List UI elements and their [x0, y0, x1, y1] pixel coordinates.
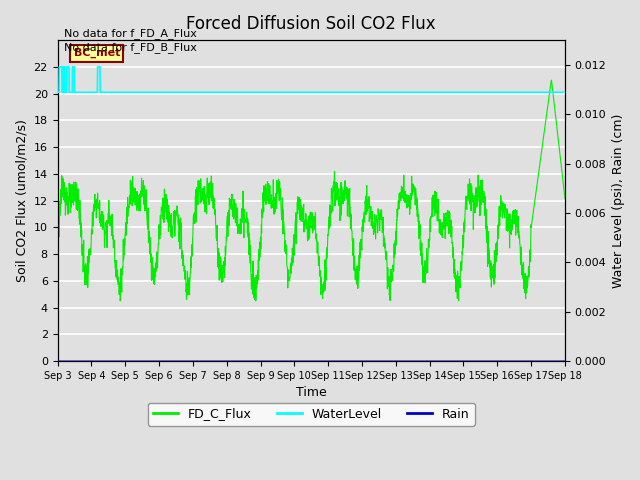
- Title: Forced Diffusion Soil CO2 Flux: Forced Diffusion Soil CO2 Flux: [186, 15, 436, 33]
- Legend: FD_C_Flux, WaterLevel, Rain: FD_C_Flux, WaterLevel, Rain: [148, 403, 475, 425]
- Text: No data for f_FD_B_Flux: No data for f_FD_B_Flux: [64, 42, 197, 53]
- X-axis label: Time: Time: [296, 386, 326, 399]
- Y-axis label: Soil CO2 Flux (umol/m2/s): Soil CO2 Flux (umol/m2/s): [15, 119, 28, 282]
- Text: BC_met: BC_met: [74, 48, 120, 59]
- Text: No data for f_FD_A_Flux: No data for f_FD_A_Flux: [64, 28, 197, 39]
- Y-axis label: Water Level (psi), Rain (cm): Water Level (psi), Rain (cm): [612, 113, 625, 288]
